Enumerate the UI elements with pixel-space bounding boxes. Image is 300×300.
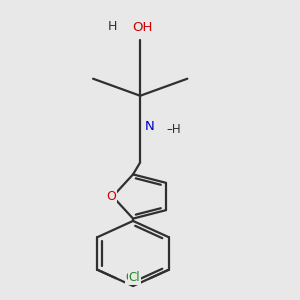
Text: N: N: [145, 120, 155, 133]
Text: OH: OH: [132, 21, 152, 34]
Text: Cl: Cl: [129, 271, 140, 284]
Text: –H: –H: [167, 123, 182, 136]
Text: H: H: [107, 20, 117, 32]
Text: O: O: [106, 190, 116, 203]
Text: Cl: Cl: [126, 271, 137, 284]
